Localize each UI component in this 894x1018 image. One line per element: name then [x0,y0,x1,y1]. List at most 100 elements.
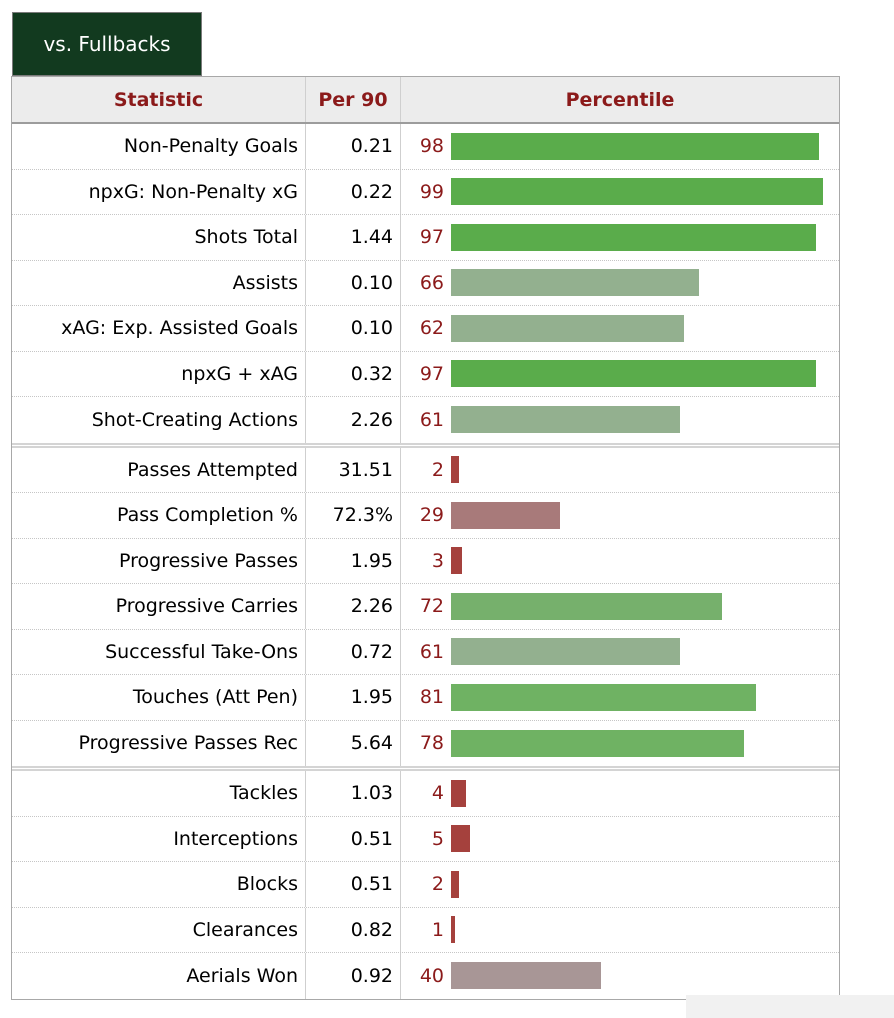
table-row: Progressive Passes Rec 5.64 78 [12,720,839,766]
table-row: Tackles 1.03 4 [12,771,839,817]
stat-label: Progressive Carries [12,584,306,629]
percentile-cell: 99 [401,170,839,215]
percentile-cell: 5 [401,817,839,862]
stat-label: Progressive Passes [12,538,306,583]
per90-value: 0.21 [306,124,401,169]
table-body: Non-Penalty Goals 0.21 98 npxG: Non-Penalty… [12,124,839,999]
stat-label: Non-Penalty Goals [12,124,306,169]
stat-label: npxG + xAG [12,351,306,396]
stat-label: Assists [12,260,306,305]
stat-label: Clearances [12,907,306,952]
stat-group: Tackles 1.03 4 Interceptions 0.51 5 Blocks 0.51… [12,766,839,999]
header-percentile[interactable]: Percentile [565,88,675,111]
table-row: npxG: Non-Penalty xG 0.22 99 [12,169,839,215]
percentile-value: 98 [419,135,444,158]
percentile-value: 5 [431,827,444,850]
percentile-cell: 98 [401,124,839,169]
percentile-track [451,729,827,757]
table-row: Progressive Passes 1.95 3 [12,538,839,584]
per90-value: 1.95 [306,538,401,583]
header-statistic[interactable]: Statistic [12,77,306,122]
stat-label: Successful Take-Ons [12,629,306,674]
table-row: xAG: Exp. Assisted Goals 0.10 62 [12,306,839,352]
table-row: Interceptions 0.51 5 [12,816,839,862]
stat-label: xAG: Exp. Assisted Goals [12,306,306,351]
percentile-track [451,132,827,160]
percentile-value: 81 [419,686,444,709]
percentile-bar [451,501,561,529]
percentile-bar [451,456,459,484]
percentile-track [451,825,827,853]
percentile-value: 97 [419,362,444,385]
percentile-cell: 61 [401,397,839,443]
percentile-cell: 62 [401,306,839,351]
percentile-value: 66 [419,271,444,294]
percentile-bar [451,962,602,990]
percentile-track [451,779,827,807]
percentile-value: 29 [419,504,444,527]
per90-value: 0.82 [306,907,401,952]
table-row: Non-Penalty Goals 0.21 98 [12,124,839,170]
table-row: Touches (Att Pen) 1.95 81 [12,675,839,721]
percentile-track [451,870,827,898]
percentile-track [451,547,827,575]
stat-label: Aerials Won [12,953,306,999]
page-corner [686,995,894,1018]
table-row: Passes Attempted 31.51 2 [12,447,839,493]
stat-label: Shot-Creating Actions [12,397,306,443]
percentile-value: 2 [431,873,444,896]
percentile-track [451,360,827,388]
per90-value: 1.44 [306,215,401,260]
percentile-value: 2 [431,458,444,481]
stat-label: Shots Total [12,215,306,260]
per90-value: 0.92 [306,953,401,999]
per90-value: 31.51 [306,447,401,492]
percentile-value: 72 [419,595,444,618]
percentile-cell: 4 [401,771,839,816]
percentile-value: 61 [419,640,444,663]
stat-label: npxG: Non-Penalty xG [12,169,306,214]
per90-value: 0.10 [306,306,401,351]
table-row: Blocks 0.51 2 [12,862,839,908]
percentile-track [451,638,827,666]
percentile-bar [451,729,745,757]
table-row: Aerials Won 0.92 40 [12,953,839,999]
header-per90[interactable]: Per 90 [306,77,401,122]
stat-group: Non-Penalty Goals 0.21 98 npxG: Non-Penalty… [12,124,839,443]
percentile-value: 97 [419,226,444,249]
percentile-track [451,223,827,251]
per90-value: 2.26 [306,397,401,443]
percentile-bar [451,547,463,575]
per90-value: 0.72 [306,629,401,674]
percentile-bar [451,269,700,297]
percentile-cell: 97 [401,215,839,260]
percentile-track [451,916,827,944]
table-row: Pass Completion % 72.3% 29 [12,493,839,539]
percentile-value: 1 [431,918,444,941]
table-row: Successful Take-Ons 0.72 61 [12,629,839,675]
percentile-track [451,962,827,990]
stat-group: Passes Attempted 31.51 2 Pass Completion % 7… [12,442,839,766]
percentile-cell: 61 [401,630,839,675]
tab-vs-fullbacks[interactable]: vs. Fullbacks [12,12,202,76]
percentile-value: 4 [431,782,444,805]
percentile-value: 40 [419,964,444,987]
percentile-value: 3 [431,549,444,572]
percentile-bar [451,314,685,342]
stat-label: Pass Completion % [12,493,306,538]
percentile-cell: 66 [401,261,839,306]
table-row: npxG + xAG 0.32 97 [12,351,839,397]
percentile-bar [451,825,470,853]
stat-label: Tackles [12,771,306,816]
percentile-bar [451,870,459,898]
percentile-track [451,406,827,434]
percentile-cell: 3 [401,539,839,584]
per90-value: 72.3% [306,493,401,538]
percentile-value: 62 [419,317,444,340]
per90-value: 0.51 [306,816,401,861]
stat-label: Progressive Passes Rec [12,720,306,766]
percentile-track [451,456,827,484]
percentile-track [451,501,827,529]
percentile-cell: 2 [401,448,839,493]
percentile-track [451,592,827,620]
